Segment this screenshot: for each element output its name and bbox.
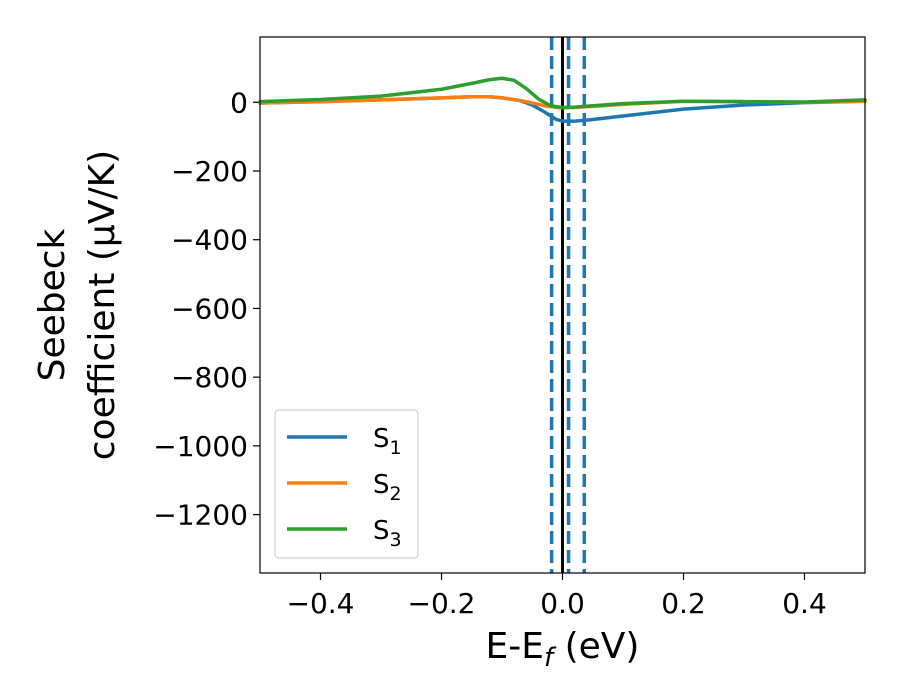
x-tick-label: 0.0 <box>540 587 585 620</box>
legend-label-s2: S2 <box>373 470 402 505</box>
y-tick-label: −400 <box>171 224 248 257</box>
legend-label-s3: S3 <box>373 516 402 551</box>
series-line-s3 <box>258 76 867 110</box>
y-tick-label: 0 <box>230 86 248 119</box>
y-tick-label: −200 <box>171 155 248 188</box>
vertical-lines <box>549 37 587 573</box>
x-axis-label: E-Ef (eV) <box>486 626 640 673</box>
y-tick-label: −600 <box>171 292 248 325</box>
legend-label-s1: S1 <box>373 424 402 459</box>
x-tick-label: 0.4 <box>782 587 827 620</box>
y-axis-label-line1: Seebeck <box>32 228 73 381</box>
x-axis-ticks: −0.4 −0.2 0.0 0.2 0.4 <box>287 573 827 620</box>
legend: S1 S2 S3 <box>274 409 419 559</box>
x-tick-label: −0.2 <box>408 587 476 620</box>
x-tick-label: −0.4 <box>287 587 355 620</box>
y-tick-label: −800 <box>171 361 248 394</box>
y-axis-label-line2: coefficient (μV/K) <box>82 150 123 460</box>
series-lines <box>258 76 867 123</box>
x-tick-label: 0.2 <box>661 587 706 620</box>
y-tick-label: −1000 <box>153 430 248 463</box>
y-tick-label: −1200 <box>153 499 248 532</box>
y-axis-ticks: 0 −200 −400 −600 −800 −1000 −1200 <box>153 86 260 532</box>
plot-frame <box>259 36 866 574</box>
